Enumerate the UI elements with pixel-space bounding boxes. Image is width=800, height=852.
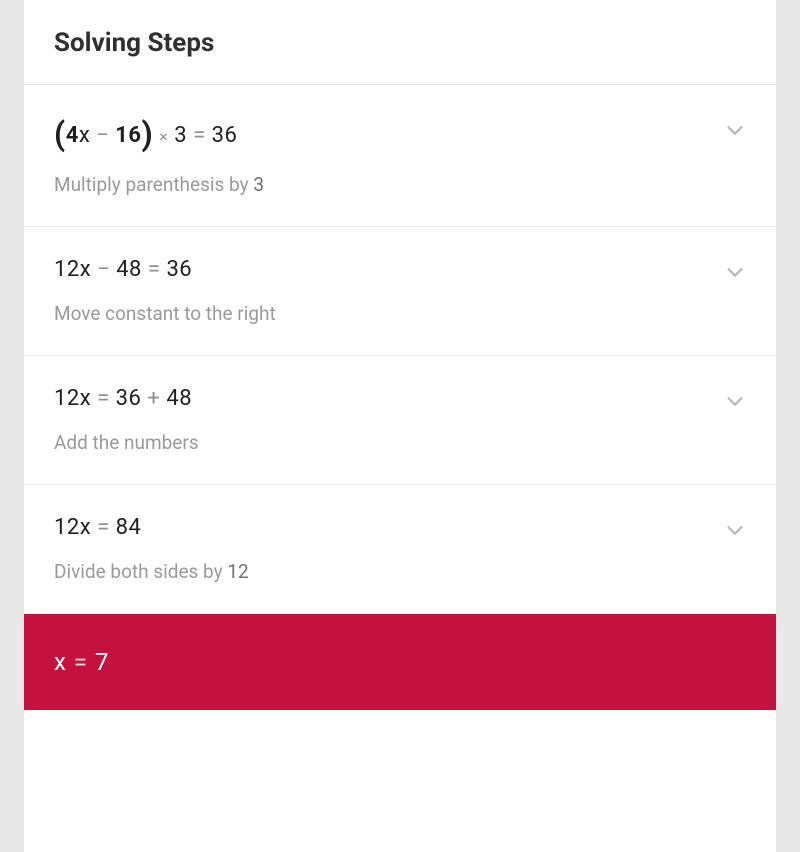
step-description: Multiply parenthesis by 3 xyxy=(54,173,746,196)
desc-number: 3 xyxy=(253,173,264,196)
answer-value: 7 xyxy=(95,648,110,676)
desc-text: Move constant to the right xyxy=(54,302,276,325)
desc-text: Divide both sides by xyxy=(54,560,227,583)
eq-var: x xyxy=(80,386,91,411)
eq-term: 12 xyxy=(54,386,80,411)
eq-term: 84 xyxy=(116,515,142,540)
eq-op: × xyxy=(159,127,168,146)
chevron-down-icon[interactable] xyxy=(724,261,746,283)
card-header: Solving Steps xyxy=(24,0,776,85)
eq-term: 12 xyxy=(54,515,80,540)
eq-op: + xyxy=(147,386,160,411)
answer-row: x = 7 xyxy=(24,614,776,710)
step-equation: 12x − 48 = 36 xyxy=(54,257,746,282)
eq-var: x xyxy=(80,515,91,540)
answer-var: x xyxy=(54,648,67,676)
eq-term: 12 xyxy=(54,257,80,282)
desc-text: Add the numbers xyxy=(54,431,199,454)
step-row[interactable]: 12x = 36 + 48 Add the numbers xyxy=(24,356,776,485)
eq-op: − xyxy=(97,257,110,282)
step-description: Move constant to the right xyxy=(54,302,746,325)
eq-term: 36 xyxy=(212,123,238,148)
eq-term: 48 xyxy=(116,257,142,282)
desc-number: 12 xyxy=(227,560,248,583)
eq-term: 36 xyxy=(166,257,192,282)
eq-sign: = xyxy=(97,386,110,411)
eq-sign: = xyxy=(148,257,161,282)
step-row[interactable]: (4x − 16) × 3 = 36 Multiply parenthesis … xyxy=(24,85,776,227)
eq-sign: = xyxy=(193,123,206,148)
step-description: Add the numbers xyxy=(54,431,746,454)
solving-steps-card: Solving Steps (4x − 16) × 3 = 36 Multipl… xyxy=(24,0,776,852)
step-equation: 12x = 84 xyxy=(54,515,746,540)
eq-term: 36 xyxy=(116,386,142,411)
eq-sign: = xyxy=(97,515,110,540)
eq-var: x xyxy=(79,123,90,148)
open-paren: ( xyxy=(54,115,66,153)
chevron-down-icon[interactable] xyxy=(724,390,746,412)
close-paren: ) xyxy=(142,115,154,153)
step-equation: 12x = 36 + 48 xyxy=(54,386,746,411)
eq-term: 3 xyxy=(174,123,187,148)
eq-var: x xyxy=(80,257,91,282)
step-row[interactable]: 12x = 84 Divide both sides by 12 xyxy=(24,485,776,614)
eq-term: 16 xyxy=(115,123,141,148)
step-description: Divide both sides by 12 xyxy=(54,560,746,583)
eq-term: 4 xyxy=(66,123,79,148)
desc-text: Multiply parenthesis by xyxy=(54,173,253,196)
answer-eq: = xyxy=(74,648,88,676)
page-title: Solving Steps xyxy=(54,28,746,58)
eq-op: − xyxy=(96,123,109,148)
step-equation: (4x − 16) × 3 = 36 xyxy=(54,115,746,153)
eq-term: 48 xyxy=(166,386,192,411)
step-row[interactable]: 12x − 48 = 36 Move constant to the right xyxy=(24,227,776,356)
chevron-down-icon[interactable] xyxy=(724,519,746,541)
chevron-down-icon[interactable] xyxy=(724,119,746,141)
